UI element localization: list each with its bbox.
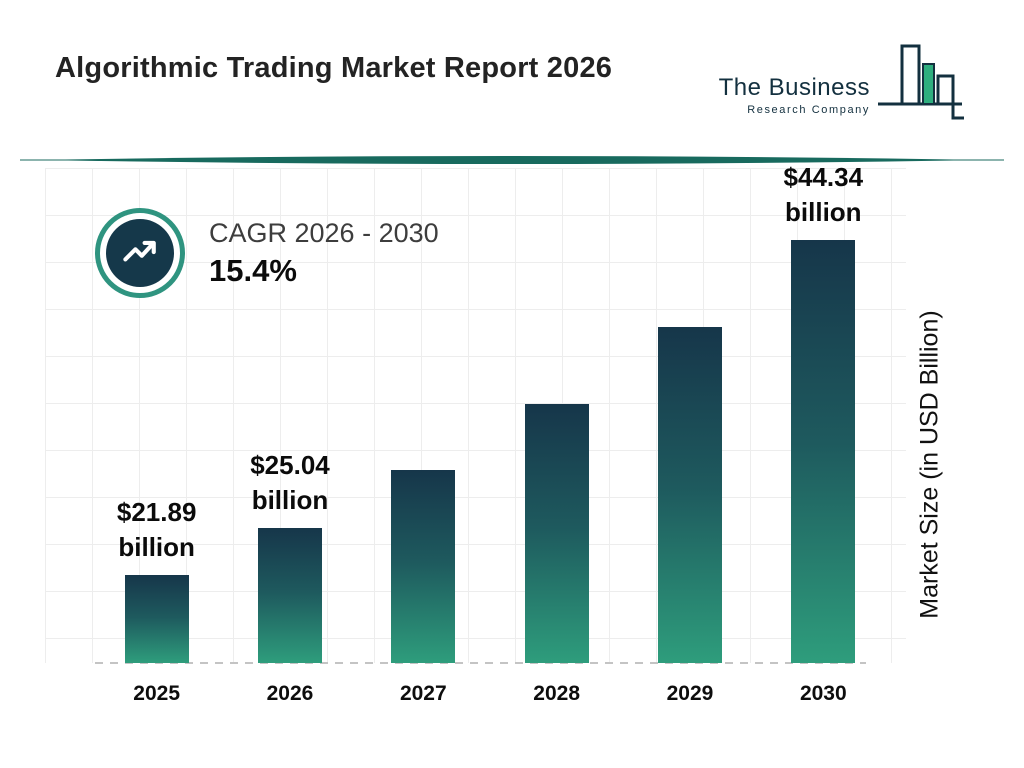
bar-value-label: $21.89 billion [117,495,197,565]
logo-text: The Business Research Company [719,74,870,124]
bar-2029 [657,327,722,663]
bar-column-2025: $21.89 billion 2025 [90,170,223,713]
cagr-text: CAGR 2026 - 2030 15.4% [209,218,439,289]
x-tick-2030: 2030 [799,682,847,705]
logo-text-secondary: Research Company [747,104,870,116]
logo-text-primary: The Business [718,74,870,101]
bar-series: $21.89 billion 2025 $25.04 billion 2026 … [90,162,890,713]
bar-value-label: $44.34 billion [784,160,864,230]
bar-value-unit: billion [251,484,329,515]
bar-value-unit: billion [785,196,862,227]
bar-value-amount: $21.89 [116,496,197,527]
bar-2027 [391,470,456,663]
bar-column-2027: 2027 [357,170,490,713]
y-axis-title: Market Size (in USD Billion) [915,310,944,619]
bar-2030 [791,240,856,663]
cagr-value: 15.4% [209,252,297,288]
accent-divider [20,156,1004,164]
bar-column-2028: 2028 [490,170,623,713]
logo-barchart-icon [878,44,964,120]
x-tick-2029: 2029 [666,682,714,705]
cagr-ring [95,208,185,298]
x-tick-2027: 2027 [399,682,447,705]
company-logo: The Business Research Company [719,42,966,124]
bar-column-2029: 2029 [623,170,756,713]
cagr-label: CAGR 2026 - 2030 [209,217,439,248]
trend-arrow-icon [106,219,174,287]
bar-value-amount: $25.04 [250,449,330,480]
x-tick-2026: 2026 [266,682,314,705]
bar-column-2026: $25.04 billion 2026 [223,170,356,713]
bar-value-amount: $44.34 [783,161,864,192]
page-title: Algorithmic Trading Market Report 2026 [55,52,613,84]
bar-value-label: $25.04 billion [250,448,330,518]
bar-2028 [524,404,589,663]
cagr-badge: CAGR 2026 - 2030 15.4% [95,208,439,298]
x-tick-2025: 2025 [133,682,181,705]
chart-baseline [95,662,866,664]
bar-2026 [257,528,322,663]
bar-value-unit: billion [118,531,195,562]
bar-2025 [124,575,189,663]
bar-column-2030: $44.34 billion 2030 [757,162,890,713]
x-tick-2028: 2028 [533,682,580,705]
